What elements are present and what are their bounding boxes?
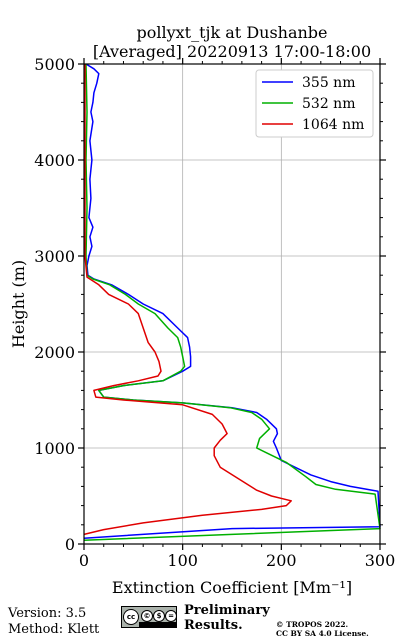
y-tick-label: 2000 [34, 343, 75, 362]
legend-box [255, 69, 374, 138]
y-tick-label: 1000 [34, 439, 75, 458]
version-text: Version: 3.5 [8, 606, 87, 621]
y-tick-label: 4000 [34, 151, 75, 170]
cc-license-badge: cc © $ = [121, 606, 177, 628]
method-text: Method: Klett [8, 622, 100, 637]
legend-label: 532 nm [302, 96, 355, 112]
lidar-extinction-chart: pollyxt_tjk at Dushanbe [Averaged] 20220… [9, 23, 395, 597]
y-tick-label: 3000 [34, 247, 75, 266]
attribution-icon: © [141, 610, 153, 622]
x-tick-label: 300 [365, 551, 396, 570]
preliminary-line2: Results. [184, 618, 243, 633]
x-tick-label: 0 [79, 551, 89, 570]
series-line-1064-nm [83, 64, 292, 536]
series-lines [83, 63, 381, 541]
y-axis-label: Height (m) [9, 260, 28, 348]
cc-icon: cc [123, 609, 139, 625]
preliminary-line1: Preliminary [184, 603, 270, 618]
copyright-line2: CC BY SA 4.0 License. [276, 629, 369, 638]
sharealike-icon: = [165, 610, 177, 622]
copyright-line1: © TROPOS 2022. [276, 620, 349, 629]
x-tick-label: 200 [266, 551, 297, 570]
y-tick-label: 0 [65, 535, 75, 554]
legend-label: 1064 nm [302, 117, 364, 133]
legend-label: 355 nm [302, 75, 355, 91]
series-line-355-nm [83, 63, 381, 539]
x-tick-label: 100 [167, 551, 198, 570]
y-tick-label: 5000 [34, 55, 75, 74]
chart-title: pollyxt_tjk at Dushanbe [136, 23, 327, 42]
legend: 355 nm 532 nm 1064 nm [255, 69, 374, 138]
series-line-532-nm [83, 63, 381, 541]
cc-badge-strip [139, 622, 176, 627]
noncommercial-icon: $ [153, 610, 165, 622]
chart-subtitle: [Averaged] 20220913 17:00-18:00 [93, 42, 371, 61]
x-axis-label: Extinction Coefficient [Mm⁻¹] [112, 578, 352, 597]
plot-frame [83, 63, 381, 545]
